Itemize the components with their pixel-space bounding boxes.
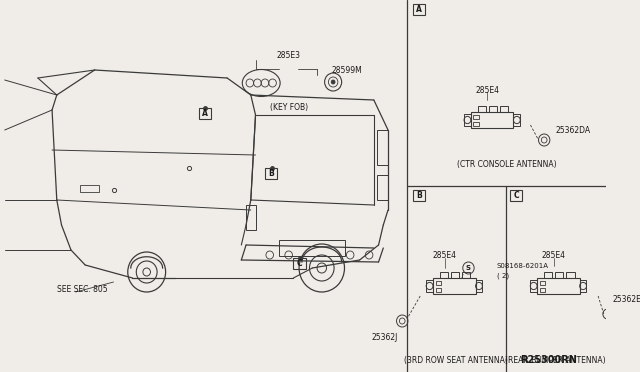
Text: C: C [297, 259, 302, 268]
Bar [413, 190, 425, 201]
Bar [476, 280, 483, 292]
Bar [293, 258, 306, 269]
Bar [426, 280, 433, 292]
Bar [566, 272, 575, 278]
Text: 285E4: 285E4 [433, 251, 457, 260]
Bar [377, 130, 388, 165]
Bar [513, 114, 520, 126]
Bar [500, 106, 508, 112]
Bar [540, 288, 545, 292]
Text: B: B [416, 191, 422, 200]
Text: (REAR BUMPER ANTENNA): (REAR BUMPER ANTENNA) [505, 356, 606, 366]
Bar [265, 168, 277, 179]
Bar [451, 272, 460, 278]
Text: (KEY FOB): (KEY FOB) [269, 103, 308, 112]
Bar [279, 240, 346, 256]
Bar [540, 280, 545, 285]
Text: 25362E: 25362E [612, 295, 640, 305]
Bar [246, 205, 255, 230]
Text: A: A [202, 109, 208, 118]
Bar [537, 278, 580, 294]
Text: SEE SEC. 805: SEE SEC. 805 [57, 285, 108, 295]
Bar [436, 280, 441, 285]
Bar [462, 272, 470, 278]
Text: 285E4: 285E4 [476, 86, 499, 94]
Bar [555, 272, 563, 278]
Bar [477, 106, 486, 112]
Circle shape [332, 80, 335, 84]
Bar [377, 175, 388, 200]
Bar [199, 108, 211, 119]
Bar [440, 272, 448, 278]
Text: R25300RN: R25300RN [520, 355, 577, 365]
Bar [544, 272, 552, 278]
Bar [510, 190, 522, 201]
Text: B: B [268, 169, 274, 178]
Text: 25362J: 25362J [371, 333, 397, 341]
Bar [580, 280, 586, 292]
Text: (CTR CONSOLE ANTENNA): (CTR CONSOLE ANTENNA) [456, 160, 556, 169]
Text: (3RD ROW SEAT ANTENNA): (3RD ROW SEAT ANTENNA) [404, 356, 508, 366]
Bar [474, 115, 479, 119]
Bar [489, 106, 497, 112]
Text: 285E3: 285E3 [276, 51, 301, 60]
Bar [413, 4, 425, 15]
Bar [436, 288, 441, 292]
Text: S: S [466, 265, 471, 271]
Text: ( 2): ( 2) [497, 273, 509, 279]
Text: 25362DA: 25362DA [556, 125, 591, 135]
Text: 28599M: 28599M [332, 65, 362, 74]
Text: S08168-6201A: S08168-6201A [497, 263, 549, 269]
Bar [81, 185, 99, 192]
Text: C: C [513, 191, 519, 200]
Bar [531, 280, 537, 292]
Bar [471, 112, 513, 128]
Bar [474, 122, 479, 126]
Text: A: A [416, 5, 422, 14]
Text: 285E4: 285E4 [541, 251, 566, 260]
Bar [433, 278, 476, 294]
Bar [464, 114, 471, 126]
